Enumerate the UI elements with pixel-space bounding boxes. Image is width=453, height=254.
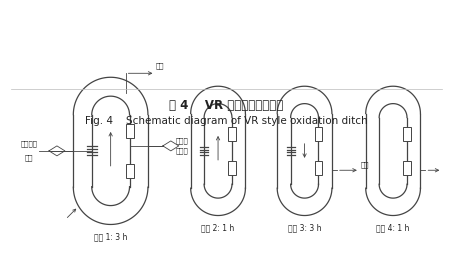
Text: 阶段 1: 3 h: 阶段 1: 3 h	[94, 232, 127, 241]
Text: 图 4    VR 型氧化沟工作示意: 图 4 VR 型氧化沟工作示意	[169, 99, 283, 112]
Text: 阶段 2: 1 h: 阶段 2: 1 h	[202, 224, 235, 232]
Text: 阶段 4: 1 h: 阶段 4: 1 h	[376, 224, 410, 232]
Bar	[125, 124, 134, 138]
Bar	[403, 127, 411, 141]
Bar	[228, 161, 236, 175]
Text: 内、外活: 内、外活	[20, 140, 38, 147]
Text: 阶段 3: 3 h: 阶段 3: 3 h	[288, 224, 321, 232]
Text: 出水: 出水	[361, 162, 369, 168]
Text: 拍门: 拍门	[25, 155, 34, 162]
Bar	[125, 164, 134, 178]
Bar	[314, 161, 323, 175]
Text: 出水: 出水	[155, 63, 164, 69]
Bar	[314, 127, 323, 141]
Bar	[228, 127, 236, 141]
Text: 内、外: 内、外	[176, 137, 188, 144]
Text: Fig. 4    Schematic diagram of VR style oxidation ditch: Fig. 4 Schematic diagram of VR style oxi…	[85, 116, 367, 126]
Bar	[403, 161, 411, 175]
Text: 出流堰: 出流堰	[176, 148, 188, 154]
